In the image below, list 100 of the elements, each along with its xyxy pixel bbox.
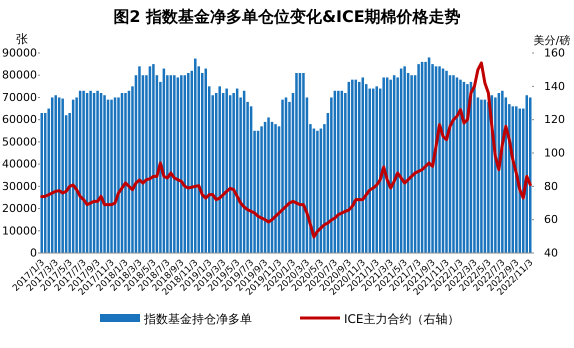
bar bbox=[176, 77, 180, 253]
bar bbox=[484, 100, 486, 253]
bar bbox=[386, 77, 388, 253]
legend-label: ICE主力合约（右轴） bbox=[344, 312, 460, 326]
bar bbox=[382, 77, 385, 253]
bar bbox=[54, 95, 57, 253]
y2-tick-label: 60 bbox=[544, 213, 558, 226]
bar bbox=[498, 93, 500, 253]
bar bbox=[417, 64, 420, 253]
bar bbox=[72, 100, 74, 253]
bar bbox=[184, 75, 186, 253]
bar bbox=[518, 108, 522, 253]
bar bbox=[120, 93, 124, 253]
bar bbox=[351, 80, 354, 253]
bar bbox=[40, 113, 43, 253]
bar bbox=[267, 117, 270, 253]
y-axis-title: 张 bbox=[16, 32, 28, 46]
bar bbox=[270, 122, 274, 253]
bar bbox=[61, 98, 64, 253]
bar bbox=[180, 75, 183, 253]
line-series bbox=[40, 62, 532, 238]
bar bbox=[128, 90, 130, 253]
bar bbox=[420, 62, 424, 253]
bar bbox=[89, 90, 92, 253]
bar bbox=[392, 75, 396, 253]
bar bbox=[298, 73, 302, 253]
bar bbox=[375, 86, 378, 253]
bar bbox=[334, 90, 336, 253]
bar bbox=[124, 93, 127, 253]
bar bbox=[86, 93, 88, 253]
bar bbox=[428, 57, 430, 253]
bar bbox=[194, 58, 197, 253]
bar bbox=[445, 70, 448, 253]
bar bbox=[466, 84, 469, 253]
bar bbox=[187, 73, 190, 253]
bar bbox=[403, 66, 406, 253]
bar bbox=[442, 68, 444, 253]
bar bbox=[162, 68, 166, 253]
bar bbox=[100, 93, 102, 253]
bar bbox=[218, 86, 221, 253]
y-tick-label: 40000 bbox=[2, 158, 37, 171]
bar bbox=[337, 90, 340, 253]
bar bbox=[103, 95, 106, 253]
bar bbox=[138, 66, 141, 253]
y2-tick-label: 100 bbox=[544, 146, 565, 160]
bar bbox=[424, 62, 427, 253]
bar bbox=[354, 80, 358, 253]
bar bbox=[410, 75, 413, 253]
bar bbox=[256, 130, 260, 253]
y-tick-label: 0 bbox=[30, 246, 37, 260]
bar bbox=[236, 88, 238, 253]
bar bbox=[225, 88, 228, 253]
bar bbox=[96, 90, 99, 253]
bar bbox=[92, 93, 96, 253]
y-tick-label: 10000 bbox=[2, 224, 37, 238]
bar bbox=[480, 100, 483, 253]
bar bbox=[58, 97, 60, 253]
y2-tick-label: 140 bbox=[544, 80, 565, 93]
bar bbox=[50, 97, 54, 253]
bar bbox=[170, 75, 172, 253]
bar bbox=[117, 97, 120, 253]
y2-tick-label: 120 bbox=[544, 113, 565, 126]
y-tick-label: 70000 bbox=[2, 90, 37, 104]
bar bbox=[526, 95, 528, 253]
y2-tick-label: 40 bbox=[544, 246, 558, 260]
bar bbox=[78, 90, 82, 253]
bar bbox=[400, 68, 402, 253]
bar bbox=[438, 66, 441, 253]
bar bbox=[110, 100, 113, 253]
bar bbox=[281, 100, 284, 253]
bar bbox=[152, 64, 155, 253]
bar bbox=[242, 90, 246, 253]
bar bbox=[284, 97, 288, 253]
bar bbox=[358, 82, 361, 253]
bar bbox=[452, 75, 455, 253]
bar bbox=[250, 106, 252, 253]
y-tick-label: 90000 bbox=[2, 46, 37, 60]
bar bbox=[340, 90, 344, 253]
y2-tick-label: 80 bbox=[544, 180, 558, 193]
bar bbox=[456, 77, 458, 253]
bar bbox=[148, 66, 152, 253]
bar bbox=[473, 86, 476, 253]
chart-title: 图2 指数基金净多单仓位变化&ICE期棉价格走势 bbox=[113, 7, 461, 26]
bar bbox=[173, 75, 176, 253]
bar bbox=[264, 122, 266, 253]
bar bbox=[459, 80, 462, 253]
bar bbox=[515, 106, 518, 253]
bar bbox=[114, 97, 116, 253]
bar bbox=[260, 126, 263, 253]
y-tick-label: 60000 bbox=[2, 113, 37, 126]
y2-axis-title: 美分/磅 bbox=[534, 34, 570, 47]
bar bbox=[470, 82, 472, 253]
bar bbox=[295, 73, 298, 253]
y-tick-label: 50000 bbox=[2, 135, 37, 148]
bar bbox=[274, 124, 277, 253]
y-tick-label: 20000 bbox=[2, 202, 37, 216]
bar bbox=[316, 130, 319, 253]
y-tick-label: 30000 bbox=[2, 180, 37, 193]
bar bbox=[348, 82, 350, 253]
bar bbox=[529, 97, 532, 253]
